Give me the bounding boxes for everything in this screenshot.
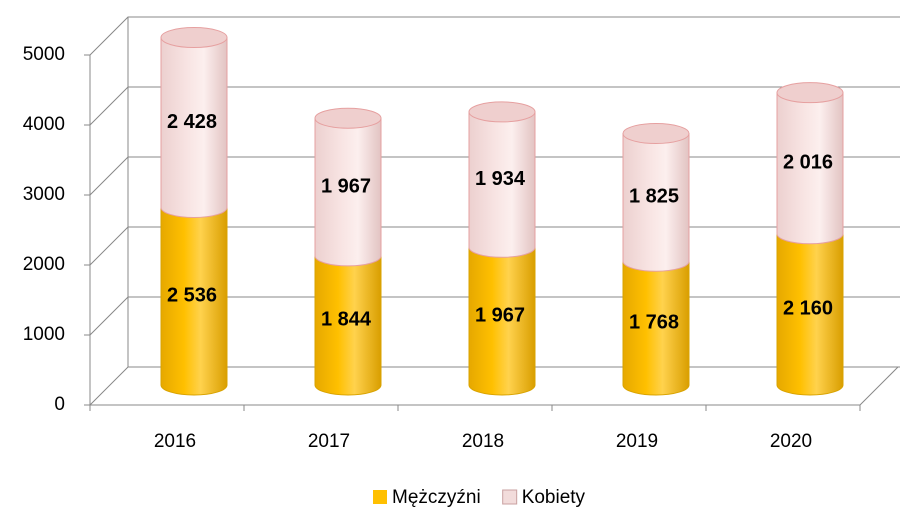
cylinder (160, 37, 228, 218)
data-label: 1 768 (629, 311, 679, 333)
x-tick-label: 2016 (154, 431, 196, 452)
data-label: 2 016 (783, 152, 833, 174)
data-label: 1 967 (321, 175, 371, 197)
y-tick-label: 3000 (23, 184, 65, 205)
cylinder-top (160, 27, 228, 49)
y-tick-label: 0 (54, 394, 65, 415)
x-tick-label: 2017 (308, 431, 350, 452)
cylinder (160, 206, 228, 396)
cylinder-top (468, 101, 536, 123)
data-label: 1 934 (475, 168, 526, 190)
data-label: 2 428 (167, 111, 217, 133)
cylinder-top (622, 122, 690, 144)
cylinder (776, 92, 844, 245)
data-label: 1 967 (475, 304, 525, 326)
y-tick-label: 4000 (23, 114, 65, 135)
cylinder (776, 233, 844, 396)
legend-swatch (502, 489, 518, 505)
legend-label: Mężczyźni (392, 487, 481, 508)
y-tick-label: 2000 (23, 254, 65, 275)
legend-label: Kobiety (522, 487, 586, 508)
grid-line (89, 16, 900, 56)
data-label: 2 536 (167, 285, 217, 307)
cylinder (468, 111, 536, 258)
grid-line (89, 86, 900, 126)
legend-swatch (373, 490, 387, 504)
data-label: 1 844 (321, 309, 372, 331)
cylinder (314, 117, 382, 267)
cylinder (468, 246, 536, 396)
axis-line (859, 366, 899, 406)
x-tick-label: 2018 (462, 431, 504, 452)
cylinder-top (314, 107, 382, 129)
x-tick-label: 2020 (770, 431, 812, 452)
y-tick-label: 1000 (23, 324, 65, 345)
cylinder (622, 132, 690, 272)
cylinder-top (776, 82, 844, 104)
x-tick-label: 2019 (616, 431, 658, 452)
data-label: 1 825 (629, 186, 679, 208)
cylinder (314, 255, 382, 396)
y-tick-label: 5000 (23, 44, 65, 65)
cylinder (622, 260, 690, 396)
data-label: 2 160 (783, 298, 833, 320)
